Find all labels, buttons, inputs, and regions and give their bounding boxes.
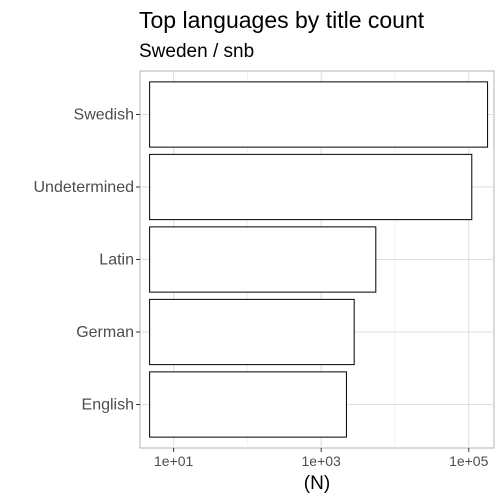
category-label-undetermined: Undetermined [34,179,135,196]
category-labels: Swedish Undetermined Latin German English [34,107,140,414]
category-label-latin: Latin [99,252,134,269]
bar-latin [149,226,377,293]
bar-english [149,371,347,438]
x-axis-ticks: 1e+01 1e+03 1e+05 [154,448,489,469]
bar-german [149,298,355,366]
bars [149,81,489,438]
category-label-english: English [82,397,134,414]
chart-title: Top languages by title count [139,7,425,33]
category-label-german: German [76,324,134,341]
bar-swedish [149,81,489,148]
category-label-swedish: Swedish [74,107,134,124]
x-tick-label: 1e+05 [449,453,489,469]
x-tick-label: 1e+03 [302,453,342,469]
x-axis-title: (N) [304,473,330,494]
bar-undetermined [149,153,473,221]
chart-subtitle: Sweden / snb [139,41,254,62]
x-tick-label: 1e+01 [154,453,194,469]
